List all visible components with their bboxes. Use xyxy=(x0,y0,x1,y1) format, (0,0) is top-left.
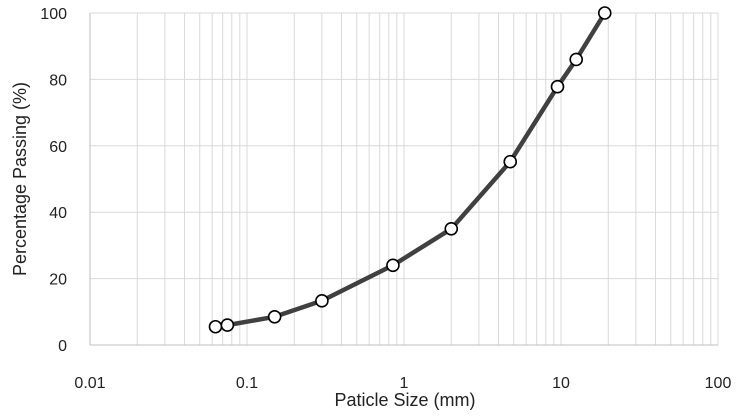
y-axis-title: Percentage Passing (%) xyxy=(10,82,30,276)
data-point xyxy=(315,294,329,308)
y-tick-label: 40 xyxy=(49,205,67,222)
data-point xyxy=(597,6,612,20)
grading-curve-series xyxy=(208,6,612,334)
x-tick-label: 0.1 xyxy=(236,375,258,392)
data-point xyxy=(208,319,223,334)
data-point xyxy=(503,154,518,169)
data-point xyxy=(550,79,565,94)
tick-labels: 0.01 0.1 1 10 100 0 20 40 60 80 100 xyxy=(40,6,731,392)
x-tick-label: 10 xyxy=(552,375,570,392)
x-tick-label: 0.01 xyxy=(74,375,105,392)
x-axis-title: Paticle Size (mm) xyxy=(334,390,475,410)
y-tick-label: 80 xyxy=(49,72,67,89)
y-tick-label: 100 xyxy=(40,6,67,23)
series-line xyxy=(213,10,608,329)
data-point xyxy=(569,52,584,67)
data-point xyxy=(444,222,459,236)
data-point xyxy=(386,258,400,273)
data-point xyxy=(220,318,235,332)
axes xyxy=(89,13,718,346)
data-point xyxy=(267,309,282,324)
y-tick-label: 20 xyxy=(49,272,67,289)
y-tick-label: 60 xyxy=(49,139,67,156)
gridlines xyxy=(89,12,719,346)
x-tick-label: 1 xyxy=(400,375,409,392)
x-tick-label: 100 xyxy=(705,375,732,392)
y-tick-label: 0 xyxy=(58,338,67,355)
